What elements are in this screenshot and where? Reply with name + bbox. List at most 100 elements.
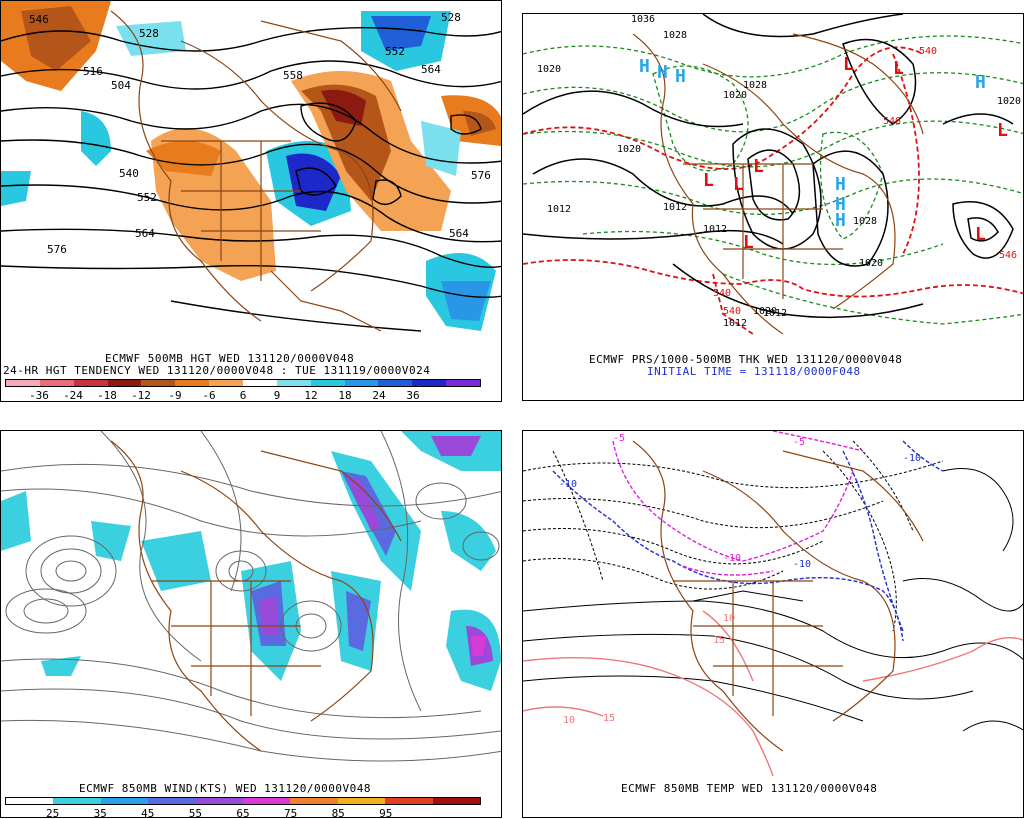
- panel-pressure-thickness: 1036 1028 1020 1020 1012 1012 1012 1020 …: [522, 13, 1024, 401]
- low-marker: L: [733, 174, 744, 195]
- colorbar-tick-label: 36: [406, 389, 420, 402]
- colorbar-swatch: [243, 380, 277, 386]
- colorbar-tick-label: -36: [29, 389, 49, 402]
- high-marker: H: [675, 66, 686, 87]
- colorbar-tick-label: 65: [236, 807, 250, 818]
- contour-labels: 546 528 516 504 540 552 564 576 558 552 …: [29, 11, 491, 256]
- isotherm-blue: [552, 440, 944, 642]
- colorbar-swatch: [412, 380, 447, 386]
- contour-label: 576: [471, 169, 491, 182]
- thickness-label: 540: [723, 306, 741, 317]
- colorbar-swatch: [6, 798, 54, 804]
- contour-label: 546: [29, 13, 49, 26]
- wind-shading: [1, 431, 501, 691]
- isotherm-label: 15: [713, 635, 725, 646]
- contour-label: 540: [119, 167, 139, 180]
- isotherm-label: -5: [793, 437, 805, 448]
- colorbar-tick-label: 55: [188, 807, 203, 818]
- low-marker: L: [753, 156, 764, 177]
- colorbar-swatch: [432, 798, 481, 804]
- high-marker: H: [835, 174, 846, 195]
- colorbar-tick-label: 24: [372, 389, 386, 402]
- low-marker: L: [893, 58, 904, 79]
- colorbar-swatch: [141, 380, 176, 386]
- pressure-label: 1020: [997, 96, 1021, 107]
- colorbar-tick-label: -24: [63, 389, 83, 402]
- pressure-label: 1012: [547, 204, 571, 215]
- thickness-label: 546: [883, 116, 901, 127]
- thickness-labels: 540 540 540 546 546: [713, 46, 1017, 317]
- thickness-label: 540: [919, 46, 937, 57]
- colorbar-tick-label: 85: [331, 807, 345, 818]
- colorbar-swatch: [446, 380, 481, 386]
- colorbar-tick-label: 9: [273, 389, 281, 402]
- colorbar-swatch: [385, 798, 433, 804]
- low-marker: L: [743, 232, 754, 253]
- caption-line2: INITIAL TIME = 131118/0000F048: [647, 365, 861, 378]
- isotherm-labels: -10 -10 -5 -10 -10 -5 10 10 15 15: [559, 433, 921, 726]
- colorbar-swatch: [276, 380, 311, 386]
- map-850mb-temp: -10 -10 -5 -10 -10 -5 10 10 15 15: [523, 431, 1023, 776]
- contour-label: 564: [449, 227, 469, 240]
- colorbar-swatch: [53, 798, 101, 804]
- colorbar-swatch: [148, 798, 196, 804]
- colorbar-tick-label: 35: [93, 807, 107, 818]
- panel-500mb-height: 546 528 516 504 540 552 564 576 558 552 …: [0, 0, 502, 402]
- caption-line1: ECMWF 500MB HGT WED 131120/0000V048: [105, 352, 355, 365]
- contour-label: 564: [421, 63, 441, 76]
- colorbar-swatch: [195, 798, 244, 804]
- map-500mb-height: 546 528 516 504 540 552 564 576 558 552 …: [1, 1, 501, 332]
- low-marker: L: [997, 120, 1008, 141]
- pressure-label: 1028: [853, 216, 877, 227]
- colorbar-swatch: [209, 380, 244, 386]
- coastlines: [110, 10, 402, 332]
- contour-label: 504: [111, 79, 131, 92]
- wind-colorbar-ticks: 25 35 45 55 65 75 85 95: [5, 807, 481, 818]
- isotherm-label: -10: [723, 553, 741, 564]
- colorbar-swatch: [310, 380, 345, 386]
- colorbar-tick-label: -9: [168, 389, 182, 402]
- height-contours: [1, 26, 501, 332]
- low-markers: L L L L L L L L: [703, 54, 1008, 253]
- thickness-green-contours: [523, 35, 1023, 325]
- map-pressure-thickness: 1036 1028 1020 1020 1012 1012 1012 1020 …: [523, 14, 1023, 335]
- isotherm-label: -10: [559, 479, 577, 490]
- isotherm-label: -10: [793, 559, 811, 570]
- colorbar-swatch: [6, 380, 40, 386]
- colorbar-swatch: [378, 380, 413, 386]
- pressure-label: 1020: [723, 90, 747, 101]
- isotherm-label: 15: [603, 713, 615, 724]
- colorbar-swatch: [39, 380, 74, 386]
- tendency-colorbar: [5, 379, 481, 387]
- tendency-shading: [1, 1, 501, 331]
- isotherms-solid: [523, 468, 1023, 732]
- colorbar-tick-label: 75: [283, 807, 298, 818]
- pressure-label: 1012: [663, 202, 687, 213]
- low-marker: L: [975, 224, 986, 245]
- contour-label: 564: [135, 227, 155, 240]
- contour-label: 558: [283, 69, 303, 82]
- pressure-label: 1020: [617, 144, 641, 155]
- colorbar-swatch: [290, 798, 338, 804]
- high-marker: H: [835, 210, 846, 231]
- high-marker: H: [975, 72, 986, 93]
- colorbar-swatch: [73, 380, 108, 386]
- colorbar-tick-label: 6: [239, 389, 247, 402]
- high-marker: H: [835, 194, 846, 215]
- colorbar-tick-label: 25: [45, 807, 60, 818]
- pressure-label: 1020: [753, 306, 777, 317]
- isotherm-label: 10: [563, 715, 575, 726]
- colorbar-tick-label: -18: [97, 389, 117, 402]
- contour-label: 552: [385, 45, 405, 58]
- colorbar-swatch: [243, 798, 291, 804]
- isotherm-label: -5: [613, 433, 625, 444]
- contour-label: 552: [137, 191, 157, 204]
- isotherm-label: 10: [723, 613, 735, 624]
- coastlines: [632, 33, 924, 335]
- contour-label: 528: [441, 11, 461, 24]
- pressure-label: 1012: [703, 224, 727, 235]
- pressure-label: 1020: [859, 258, 883, 269]
- tendency-colorbar-ticks: -36 -24 -18 -12 -9 -6 6 9 12 18 24 36: [5, 389, 481, 401]
- pressure-label: 1028: [663, 30, 687, 41]
- caption-line1: ECMWF 850MB WIND(KTS) WED 131120/0000V04…: [79, 782, 372, 795]
